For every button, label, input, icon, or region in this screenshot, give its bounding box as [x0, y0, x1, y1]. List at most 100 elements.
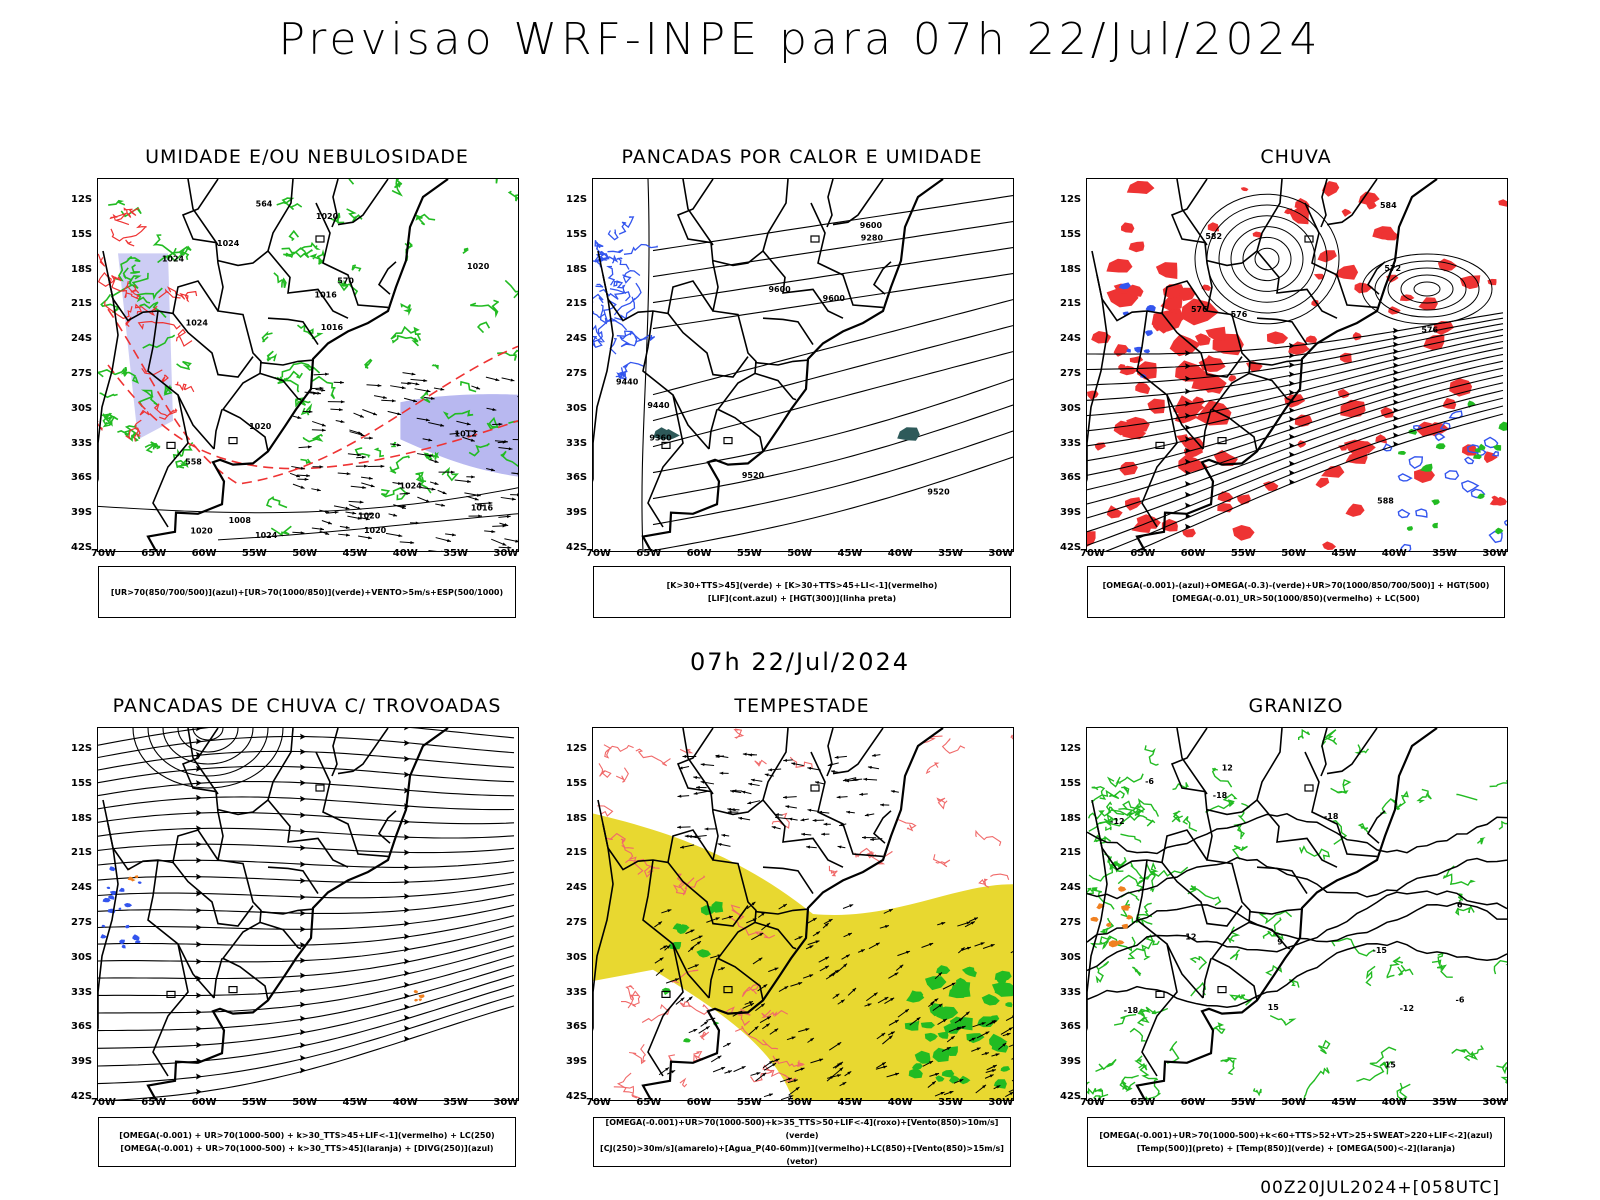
contour-label: -18 — [1124, 1006, 1139, 1015]
humidity-contour-low — [172, 441, 194, 459]
divergence-area — [109, 866, 116, 872]
wind-vector-head — [890, 1031, 895, 1035]
wind-vector-head — [663, 945, 668, 949]
longitude-label: 30W — [988, 548, 1014, 559]
streamline-arrow — [300, 1029, 306, 1036]
contour-label: -15 — [1373, 946, 1388, 955]
state-border — [259, 359, 313, 366]
contour-label: 582 — [1205, 232, 1222, 241]
streamline — [1087, 397, 1504, 546]
temperature-850-contour — [1237, 802, 1251, 824]
omega-area — [1397, 473, 1413, 482]
streamline-arrow — [1185, 436, 1191, 443]
contour-label: 576 — [1421, 326, 1438, 335]
streamline-arrow — [1393, 341, 1399, 348]
streamline — [98, 894, 515, 914]
temperature-850-contour — [1132, 966, 1142, 977]
water-content-contour — [854, 847, 873, 858]
longitude-label: 60W — [191, 548, 217, 559]
humidity-contour-low — [300, 458, 312, 465]
wind-vector-head — [981, 1022, 986, 1026]
streamline-arrow — [404, 1004, 410, 1011]
lake-marker — [1217, 986, 1227, 994]
temperature-850-contour — [1298, 728, 1311, 740]
wind-vector-head — [455, 432, 460, 436]
contour-label: 576 — [1191, 305, 1208, 314]
temperature-850-contour — [1303, 1079, 1316, 1100]
contour-label: -12 — [1400, 1004, 1414, 1013]
humidity-contour-low — [300, 403, 313, 416]
state-border — [667, 312, 749, 378]
wind-vector-head — [798, 936, 803, 940]
contour-label: -18 — [1213, 791, 1228, 800]
wind-vector-head — [795, 1087, 800, 1091]
omega-area — [1121, 923, 1129, 929]
wind-vector-head — [748, 782, 753, 786]
temperature-850-contour — [1145, 817, 1156, 827]
water-content-contour — [922, 735, 943, 744]
strong-wind-area — [911, 1063, 923, 1071]
wind-vector-head — [717, 843, 722, 847]
streamline-arrow — [404, 864, 410, 871]
longitude-label: 55W — [241, 548, 267, 559]
streamline-arrow — [300, 764, 306, 771]
temperature-850-contour — [1103, 812, 1140, 827]
wind-vector-head — [671, 1070, 676, 1074]
convective-area — [418, 994, 425, 999]
wind-vector-head — [450, 470, 455, 474]
water-content-contour — [975, 829, 1002, 846]
humidity-contour-low — [346, 208, 363, 223]
contour-label: 12 — [1222, 764, 1233, 773]
humidity-contour-low — [354, 447, 371, 458]
wind-vector-head — [1009, 1092, 1013, 1096]
state-border — [1256, 317, 1308, 346]
state-border — [213, 409, 223, 450]
water-content-contour — [679, 748, 694, 754]
wind-vector-head — [742, 752, 747, 756]
state-border — [1166, 943, 1204, 999]
wind-vector-head — [334, 510, 339, 514]
strong-wind-area — [943, 1023, 960, 1034]
divergence-area — [134, 940, 141, 944]
latitude-label: 33S — [566, 986, 588, 998]
longitude-label: 55W — [1230, 548, 1256, 559]
wind-vector-head — [431, 487, 436, 491]
temperature-850-contour — [1122, 800, 1148, 819]
state-border — [377, 261, 397, 295]
state-border — [1166, 394, 1204, 450]
streamline-arrow — [300, 828, 306, 835]
temperature-850-contour — [1135, 798, 1160, 817]
wind-vector-head — [805, 1028, 810, 1032]
wind-vector-head — [397, 412, 402, 416]
strong-wind-area — [936, 965, 951, 975]
streamline — [98, 984, 515, 1067]
streamline — [98, 859, 515, 868]
streamline-vortex — [1242, 236, 1292, 282]
state-border — [98, 250, 119, 482]
wind-vector-head — [966, 946, 971, 950]
humidity-contour-low — [415, 471, 432, 494]
rain-area — [1207, 222, 1219, 232]
streamline — [98, 781, 515, 797]
rain-area — [1354, 282, 1373, 294]
lifted-index-contour — [616, 257, 630, 270]
state-border — [1161, 312, 1243, 378]
state-border — [337, 179, 389, 226]
wind-vector-head — [442, 491, 447, 495]
thickness-contour — [107, 364, 518, 470]
wind-vector-head — [1006, 1032, 1011, 1036]
streamline-arrow — [1185, 502, 1191, 509]
strong-wind-area — [935, 1075, 945, 1082]
temperature-850-contour — [1145, 862, 1156, 876]
rain-area — [1128, 241, 1145, 253]
state-border — [1320, 179, 1328, 228]
humidity-contour-low — [145, 441, 158, 454]
wind-vector-head — [812, 917, 817, 922]
wind-vector-head — [346, 472, 351, 476]
strong-wind-area — [994, 983, 1013, 997]
wind-vector-head — [888, 1035, 893, 1040]
strong-wind-area — [1005, 1002, 1013, 1008]
wind-vector-head — [410, 541, 415, 545]
wind-vector-head — [467, 479, 472, 483]
longitude-label: 45W — [837, 1097, 863, 1108]
